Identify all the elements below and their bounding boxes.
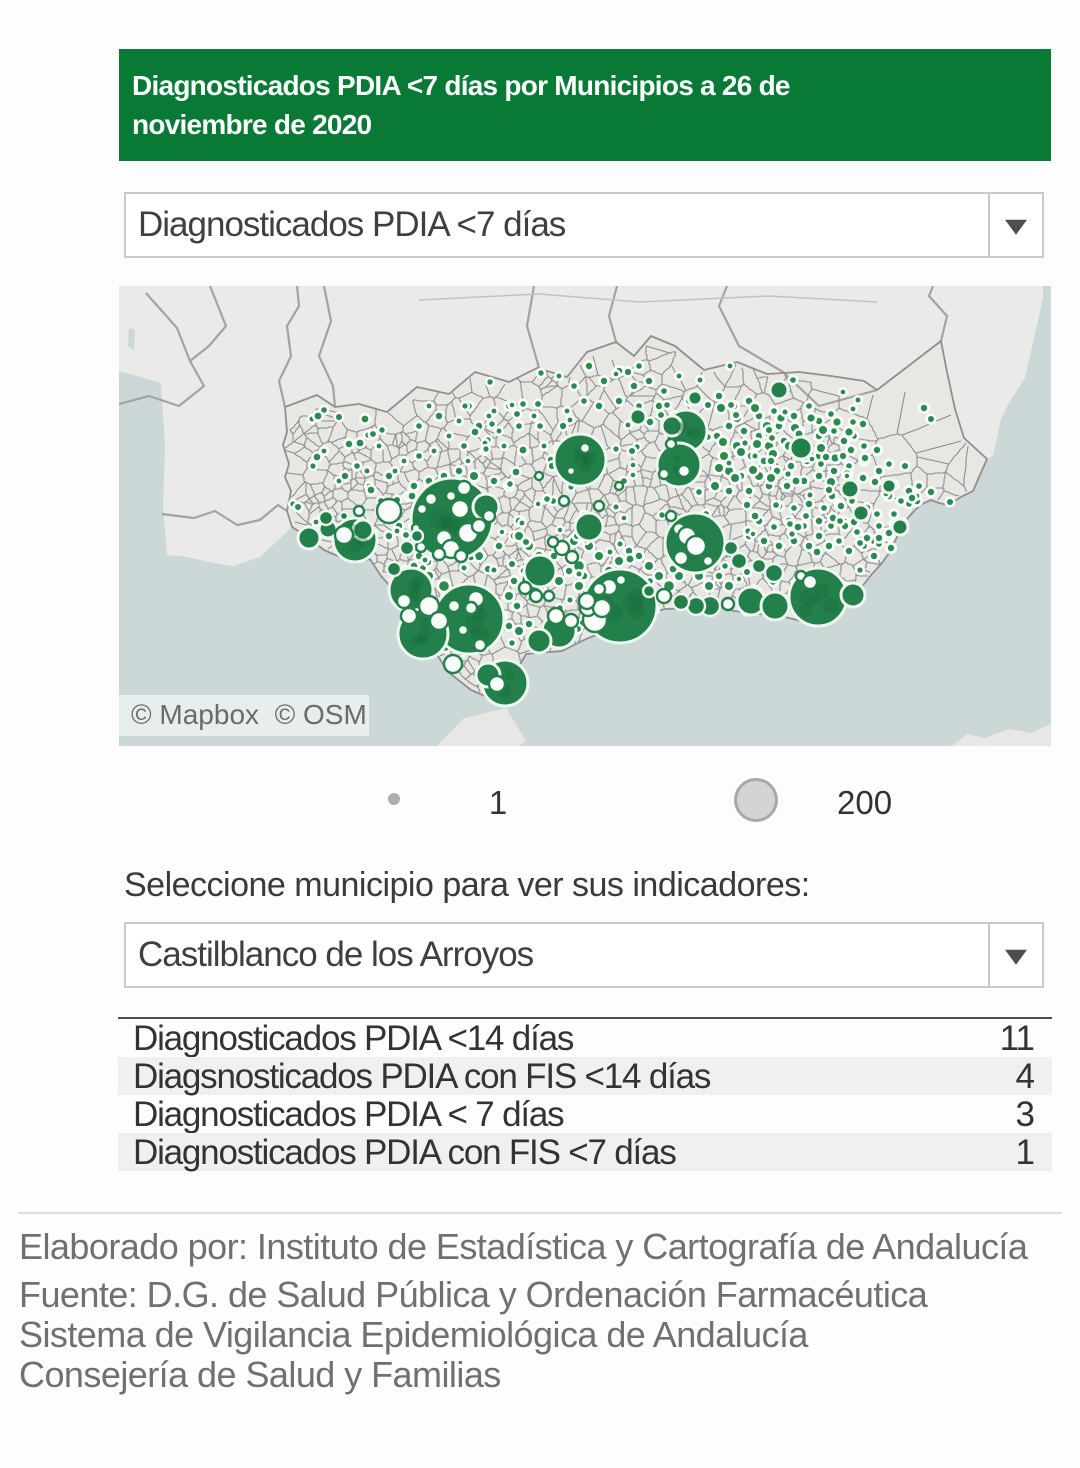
svg-text:© Mapbox © OSM: © Mapbox © OSM bbox=[131, 699, 367, 730]
